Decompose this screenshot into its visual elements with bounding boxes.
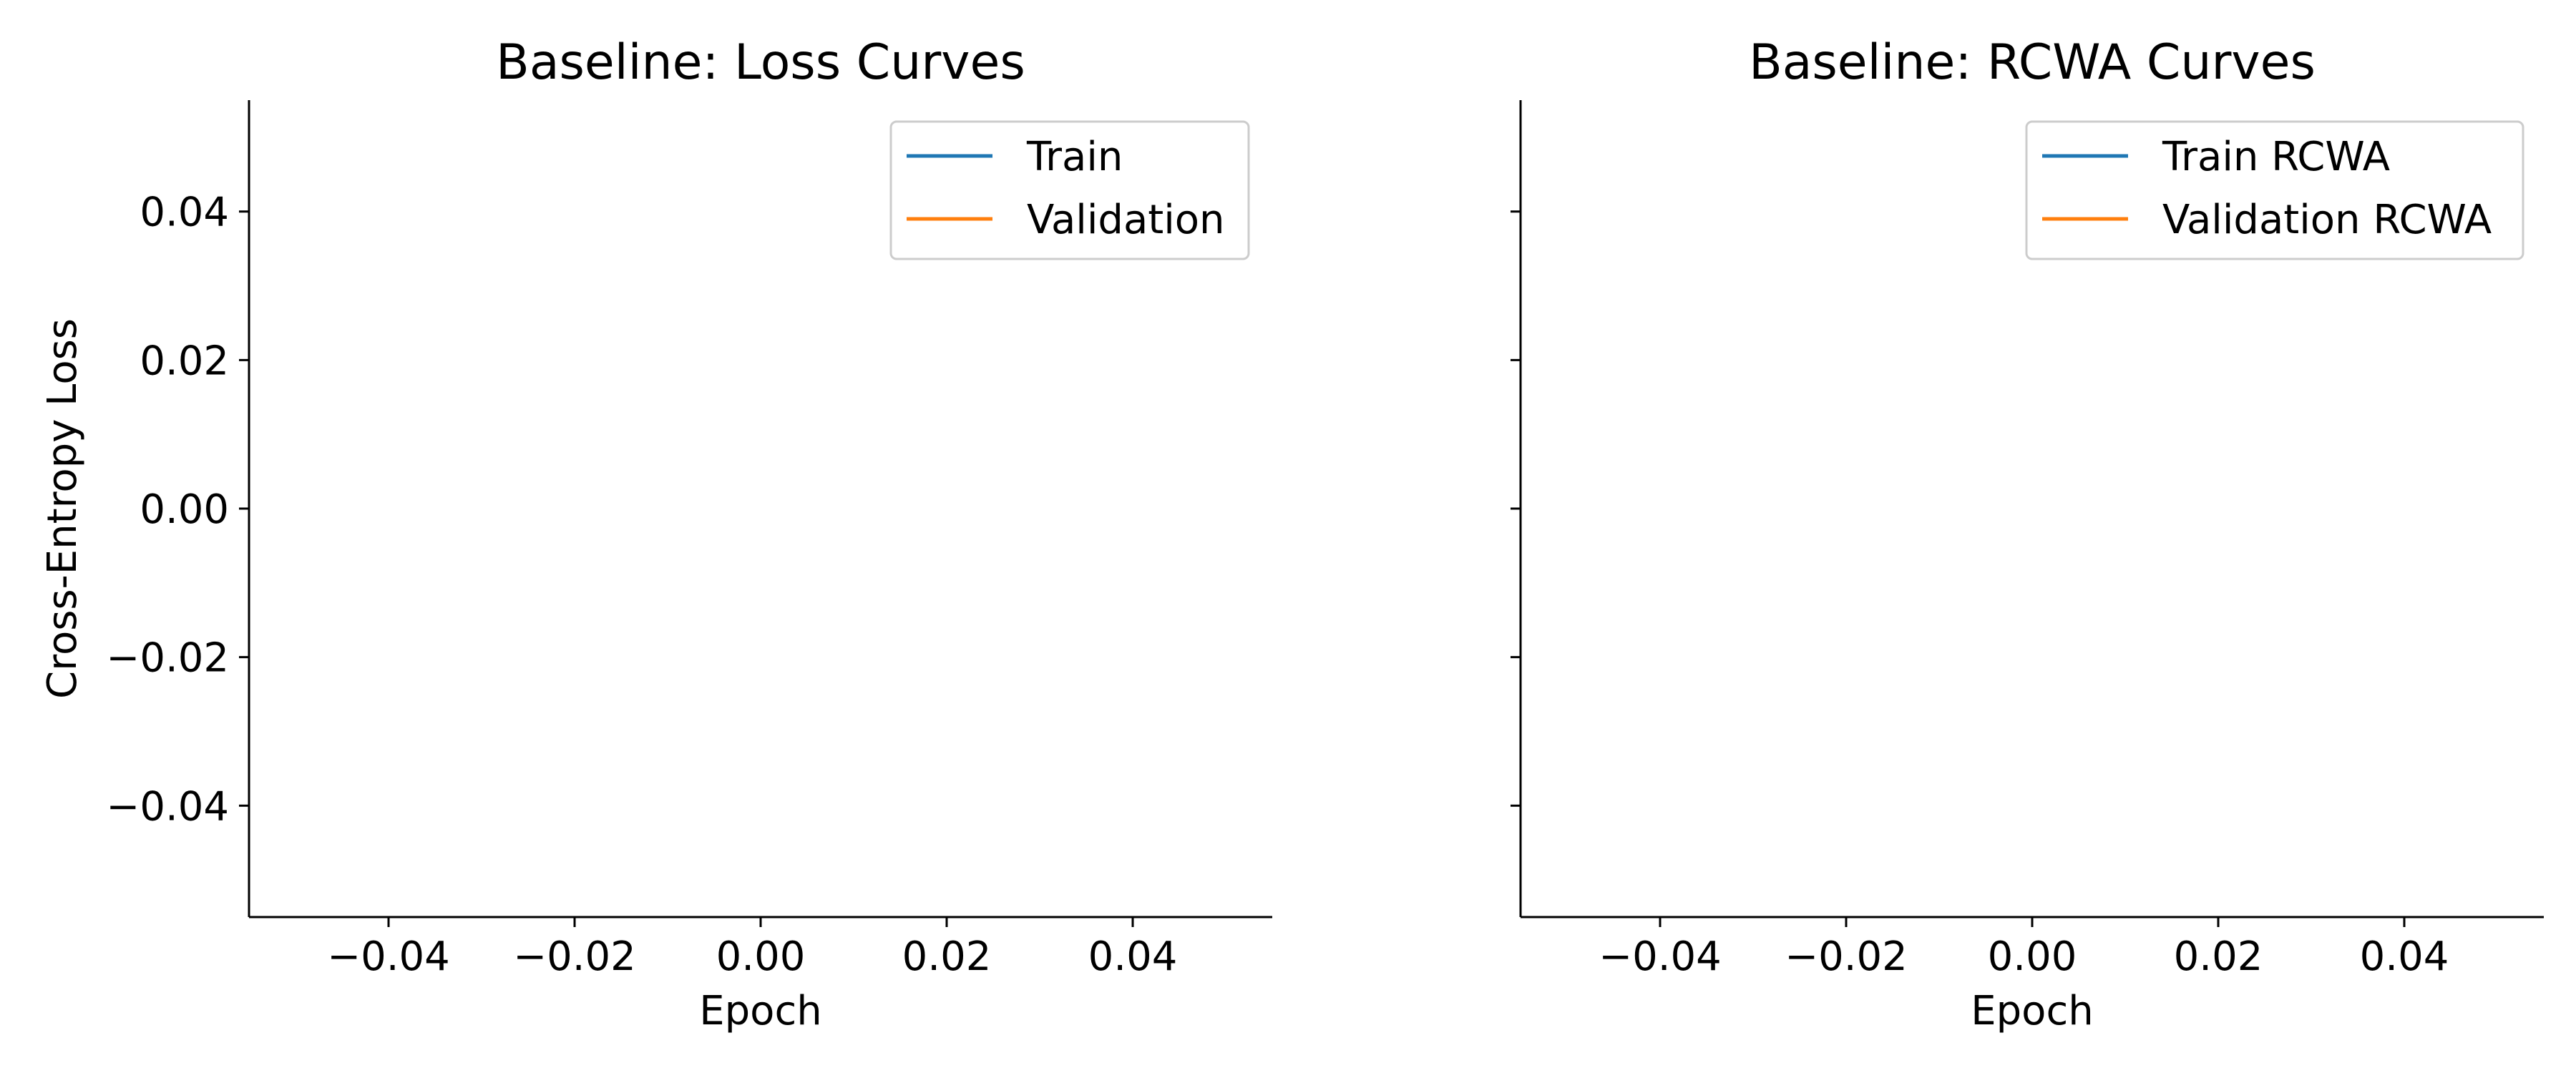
x-tick-label: 0.04 (2360, 934, 2449, 980)
legend-label: Validation RCWA (2162, 197, 2492, 243)
y-tick-label: 0.04 (140, 190, 229, 236)
x-tick-label: 0.04 (1088, 934, 1178, 980)
chart-title: Baseline: Loss Curves (496, 34, 1025, 91)
x-tick-label: 0.00 (1988, 934, 2077, 980)
x-tick-label: −0.02 (1785, 934, 1908, 980)
x-tick-label: 0.00 (716, 934, 806, 980)
legend-label: Train RCWA (2162, 134, 2390, 180)
x-tick-label: −0.02 (513, 934, 636, 980)
legend-label: Validation (1027, 197, 1225, 243)
x-tick-label: −0.04 (327, 934, 450, 980)
legend: Train Validation (889, 120, 1250, 260)
x-axis-label: Epoch (699, 988, 821, 1034)
legend-label: Train (1026, 134, 1123, 180)
legend-frame (2025, 120, 2524, 260)
x-tick-label: 0.02 (2174, 934, 2263, 980)
chart-title: Baseline: RCWA Curves (1749, 34, 2316, 91)
x-tick-label: 0.02 (902, 934, 992, 980)
x-axis-label: Epoch (1971, 988, 2093, 1034)
y-axis-label: Cross-Entropy Loss (39, 318, 86, 699)
y-tick-label: −0.04 (106, 783, 229, 830)
chart-panel-2: Baseline: RCWA Curves −0.04 −0.02 0.00 0.02 0… (1511, 34, 2544, 1034)
y-tick-label: 0.02 (140, 338, 229, 384)
y-tick-label: 0.00 (140, 486, 229, 533)
legend: Train RCWA Validation RCWA (2025, 120, 2524, 260)
x-tick-label: −0.04 (1599, 934, 1722, 980)
chart-panel-1: Baseline: Loss Curves −0.04 −0.02 0.00 0.02 0… (39, 34, 1272, 1034)
y-tick-label: −0.02 (106, 635, 229, 682)
